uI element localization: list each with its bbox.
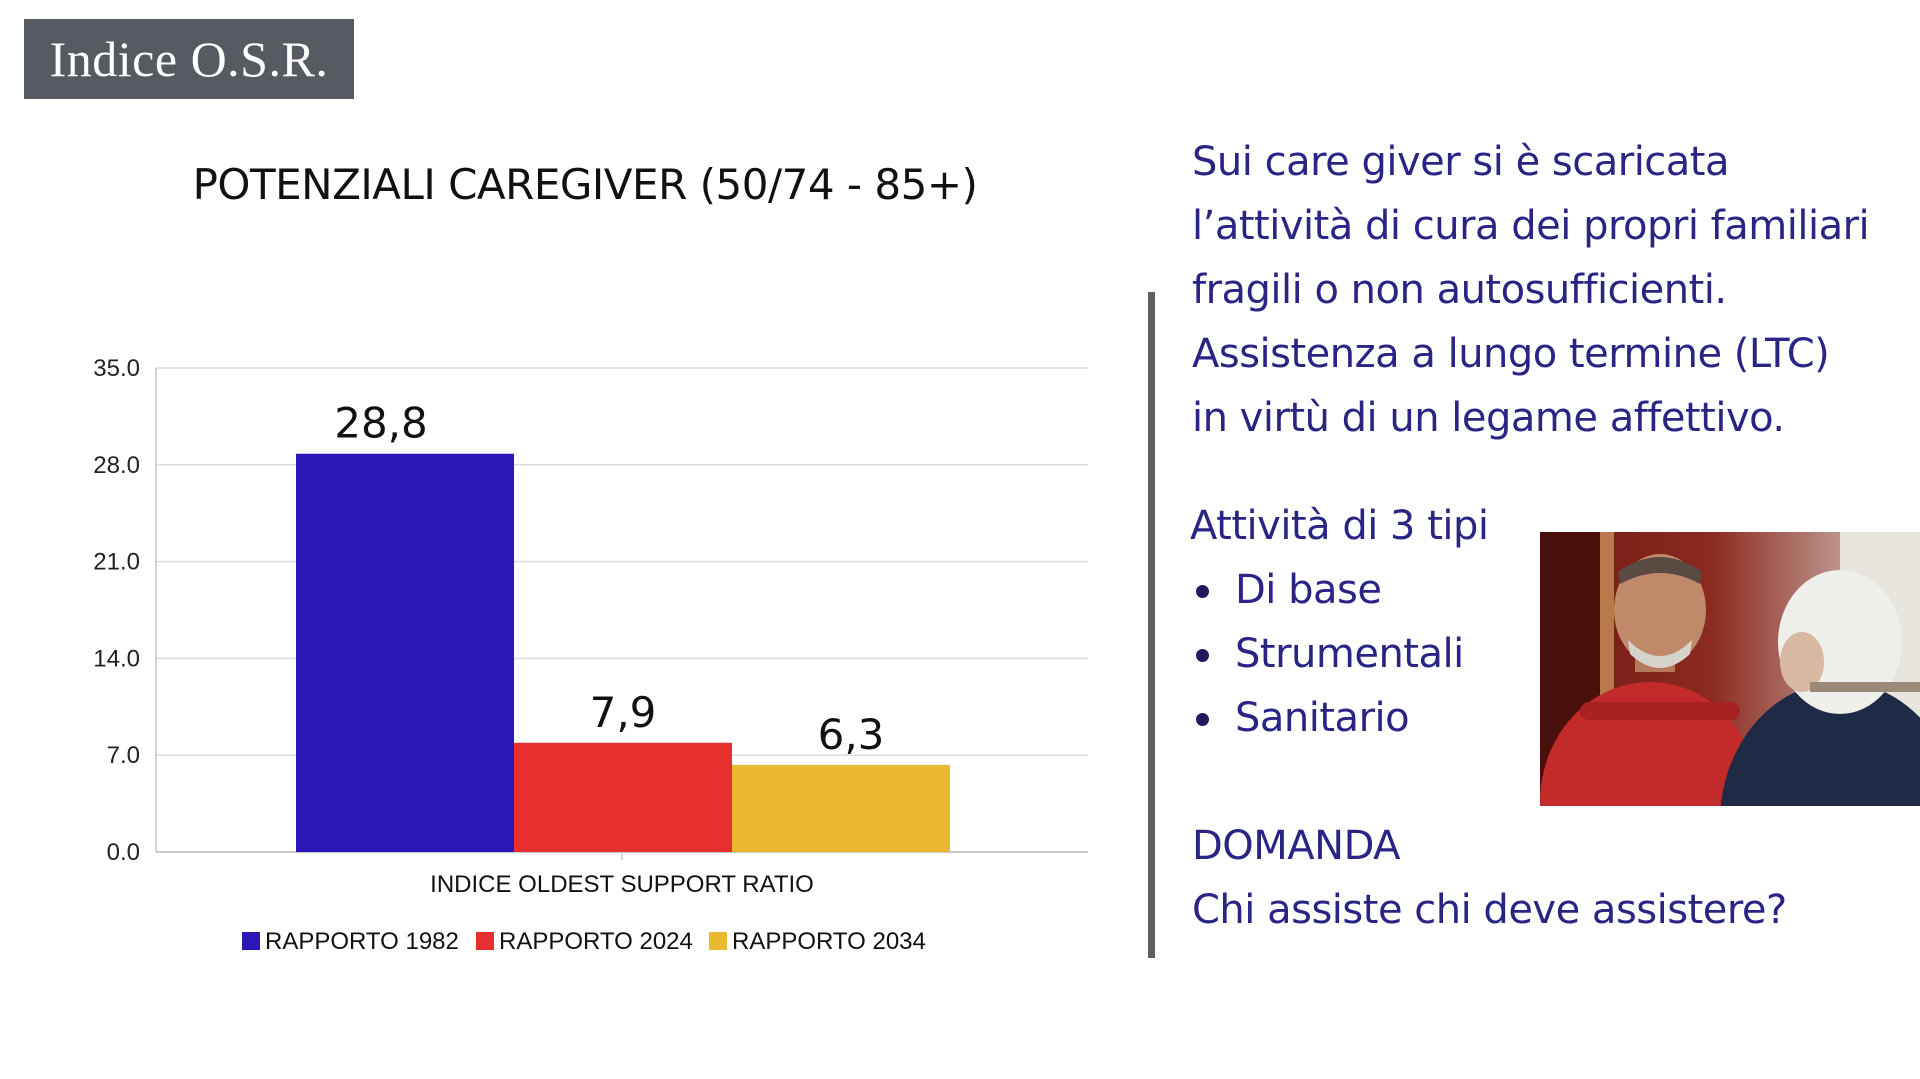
x-axis-label: INDICE OLDEST SUPPORT RATIO <box>430 871 814 898</box>
legend-swatch <box>242 932 260 950</box>
bar <box>514 742 732 852</box>
data-label: 28,8 <box>334 399 428 448</box>
activities-heading: Attività di 3 tipi <box>1190 503 1489 549</box>
data-label: 6,3 <box>818 710 885 759</box>
bar <box>296 453 514 852</box>
y-tick-label: 14.0 <box>93 645 140 672</box>
caregiver-illustration <box>1540 532 1920 806</box>
legend-label: RAPPORTO 2024 <box>499 928 693 955</box>
description-line: in virtù di un legame affettivo. <box>1192 395 1785 441</box>
y-tick-label: 21.0 <box>93 549 140 576</box>
legend-swatch <box>709 932 727 950</box>
bar <box>732 764 950 852</box>
y-tick-label: 0.0 <box>107 839 140 866</box>
activities-section: Attività di 3 tipi Di base Strumentali S… <box>1190 494 1489 750</box>
question-section: DOMANDA Chi assiste chi deve assistere? <box>1192 814 1787 942</box>
question-text: Chi assiste chi deve assistere? <box>1192 887 1787 933</box>
description-line: l’attività di cura dei propri familiari <box>1192 203 1870 249</box>
bar-chart: 0.0 7.0 14.0 21.0 28.0 35.0 28,8 7,9 6,3 INDICE O… <box>93 355 1088 955</box>
list-item: Strumentali <box>1190 622 1489 686</box>
caregiver-photo <box>1540 532 1920 806</box>
description-line: Assistenza a lungo termine (LTC) <box>1192 331 1830 377</box>
vertical-divider <box>1148 292 1155 958</box>
description-line: Sui care giver si è scaricata <box>1192 139 1730 185</box>
chart-title: POTENZIALI CAREGIVER (50/74 - 85+) <box>192 160 978 209</box>
list-item-label: Strumentali <box>1235 631 1464 677</box>
bullet-icon <box>1196 649 1209 662</box>
activities-list: Di base Strumentali Sanitario <box>1190 558 1489 750</box>
description-line: fragili o non autosufficienti. <box>1192 267 1727 313</box>
description-text: Sui care giver si è scaricata l’attività… <box>1192 130 1870 450</box>
list-item: Di base <box>1190 558 1489 622</box>
question-label: DOMANDA <box>1192 823 1401 869</box>
list-item-label: Di base <box>1235 567 1382 613</box>
legend-swatch <box>476 932 494 950</box>
y-tick-label: 7.0 <box>107 742 140 769</box>
data-label: 7,9 <box>590 688 657 737</box>
bullet-icon <box>1196 585 1209 598</box>
list-item: Sanitario <box>1190 686 1489 750</box>
y-tick-label: 35.0 <box>93 355 140 382</box>
legend-label: RAPPORTO 1982 <box>265 928 459 955</box>
legend-label: RAPPORTO 2034 <box>732 928 926 955</box>
list-item-label: Sanitario <box>1235 695 1410 741</box>
header-title: Indice O.S.R. <box>24 19 354 99</box>
y-tick-label: 28.0 <box>93 452 140 479</box>
bullet-icon <box>1196 713 1209 726</box>
